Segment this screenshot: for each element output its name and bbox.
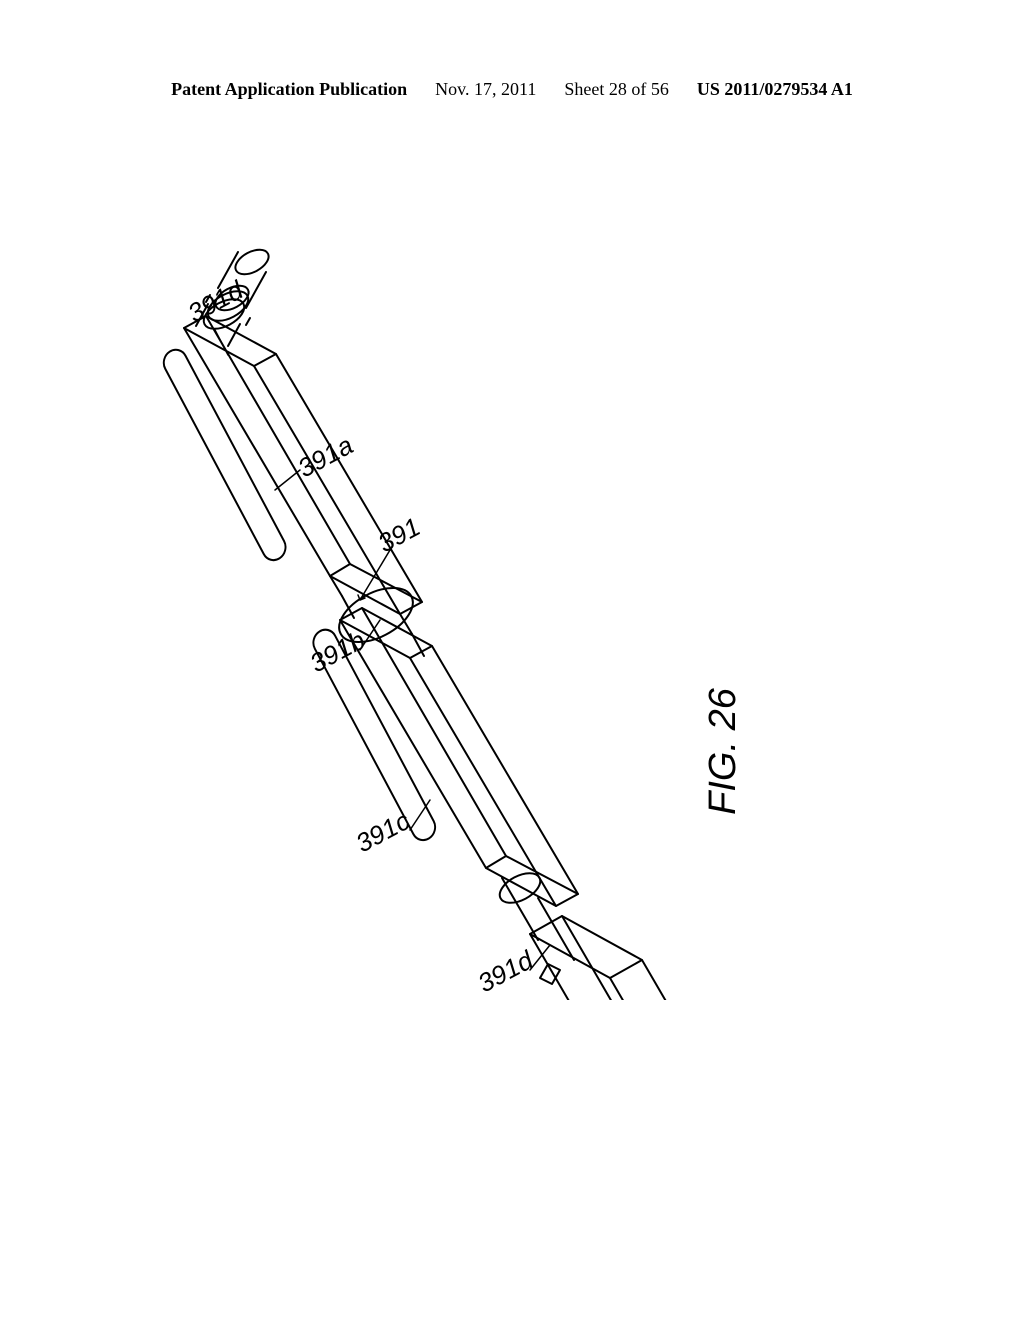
figure-caption: FIG. 26 <box>702 688 745 815</box>
technical-drawing <box>100 200 924 1000</box>
document-number: US 2011/0279534 A1 <box>697 79 853 100</box>
publication-date: Nov. 17, 2011 <box>435 79 536 100</box>
page-header: Patent Application Publication Nov. 17, … <box>0 79 1024 100</box>
figure-container: 391 391d 391a 391b 391c 391d FIG. 26 <box>100 200 924 1000</box>
publication-label: Patent Application Publication <box>171 79 407 100</box>
sheet-number: Sheet 28 of 56 <box>564 79 668 100</box>
